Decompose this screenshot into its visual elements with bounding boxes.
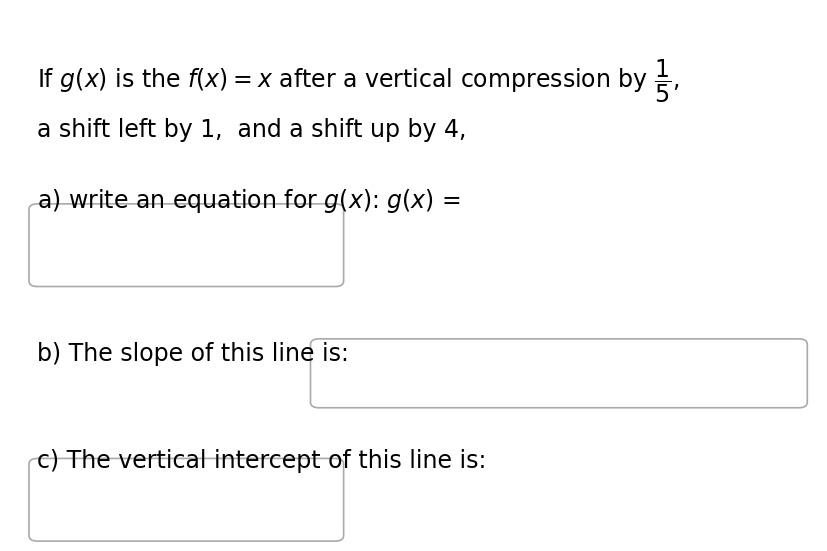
Text: a) write an equation for $g(x)$: $g(x)$ =: a) write an equation for $g(x)$: $g(x)$ …	[37, 187, 461, 215]
FancyBboxPatch shape	[310, 339, 806, 408]
FancyBboxPatch shape	[29, 204, 343, 287]
FancyBboxPatch shape	[29, 458, 343, 541]
Text: c) The vertical intercept of this line is:: c) The vertical intercept of this line i…	[37, 449, 486, 473]
Text: a shift left by 1,  and a shift up by 4,: a shift left by 1, and a shift up by 4,	[37, 118, 466, 143]
Text: If $g(x)$ is the $f(x) = x$ after a vertical compression by $\dfrac{1}{5}$,: If $g(x)$ is the $f(x) = x$ after a vert…	[37, 58, 679, 105]
Text: b) The slope of this line is:: b) The slope of this line is:	[37, 342, 349, 366]
